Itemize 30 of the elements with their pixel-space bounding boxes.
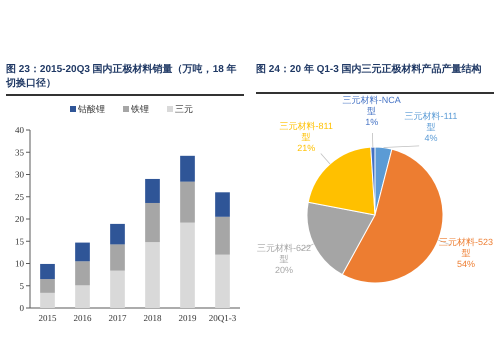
legend-label: 铁锂 xyxy=(130,104,149,114)
y-tick-label: 10 xyxy=(15,258,24,268)
slice-label: 三元材料-111型 xyxy=(404,111,458,133)
x-tick-label: 20Q1-3 xyxy=(208,313,237,323)
y-tick-label: 15 xyxy=(15,236,24,246)
data-label: 54% xyxy=(456,258,476,270)
y-tick-label: 20 xyxy=(15,214,24,224)
slice-label: 三元材料-811型 xyxy=(278,120,334,142)
y-tick-label: 0 xyxy=(20,303,24,313)
slice-label: 三元材料-NCA型 xyxy=(342,94,402,116)
data-label: 20% xyxy=(274,264,294,276)
y-tick-label: 30 xyxy=(15,170,24,180)
data-label: 1% xyxy=(364,116,380,128)
legend-label: 钴酸锂 xyxy=(77,104,105,114)
x-tick-label: 2017 xyxy=(108,313,127,323)
data-label: 21% xyxy=(296,142,316,154)
chart-title: 图 23：2015-20Q3 国内正极材料销量（万吨，18 年切换口径） xyxy=(6,62,244,96)
x-tick-label: 2018 xyxy=(144,313,162,323)
y-tick-label: 35 xyxy=(15,147,24,158)
x-tick-label: 2019 xyxy=(178,313,197,323)
chart-title: 图 24：20 年 Q1-3 国内三元正极材料产品产量结构 xyxy=(256,62,494,94)
y-tick-label: 40 xyxy=(15,125,24,135)
y-tick-label: 25 xyxy=(15,192,24,202)
slice-label: 三元材料-523型 xyxy=(438,237,494,259)
x-tick-label: 2016 xyxy=(74,313,92,323)
slice-label: 三元材料-622型 xyxy=(256,243,312,265)
y-tick-label: 5 xyxy=(20,280,24,291)
legend-label: 三元 xyxy=(175,104,193,114)
data-label: 4% xyxy=(423,132,438,144)
x-tick-label: 2015 xyxy=(38,313,57,323)
